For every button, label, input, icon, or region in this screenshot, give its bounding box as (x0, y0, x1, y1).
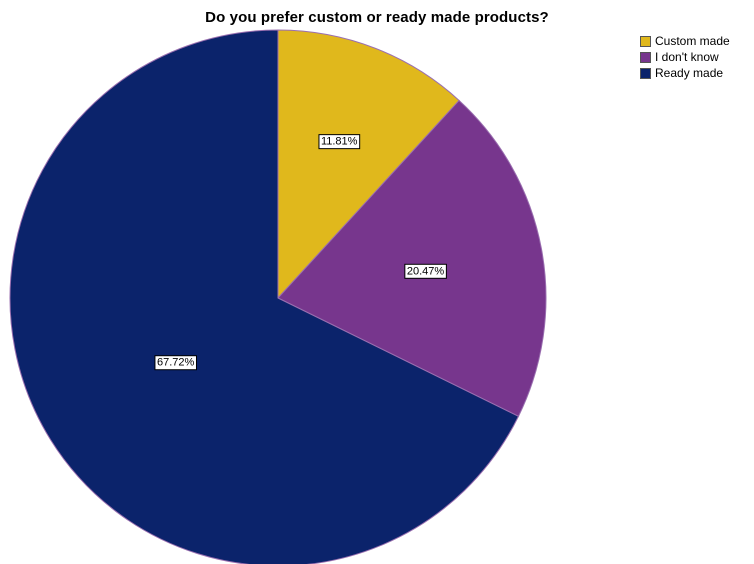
legend-label-i-dont-know: I don't know (655, 50, 719, 64)
legend-label-ready-made: Ready made (655, 66, 724, 80)
legend: Custom made I don't know Ready made (640, 33, 730, 81)
legend-swatch-ready-made (640, 67, 651, 79)
data-label-box-custom-made (318, 134, 361, 150)
pie-slice-i-don-t-know (277, 99, 547, 418)
data-label-ready-made: 67.72% (154, 355, 197, 371)
data-label-custom-made: 11.81% (318, 134, 361, 150)
pie-slice-custom-made (277, 29, 460, 300)
pie-data-labels: 11.81% 20.47% 67.72% (154, 134, 447, 371)
data-label-box-ready-made (154, 355, 197, 371)
data-label-text-custom-made: 11.81% (321, 136, 358, 148)
data-label-text-i-don-t-know: 20.47% (407, 265, 445, 277)
chart-title: Do you prefer custom or ready made produ… (205, 9, 549, 26)
data-label-box-i-don-t-know (404, 263, 447, 279)
pie-slices (9, 29, 547, 564)
legend-item-ready-made: Ready made (640, 65, 730, 81)
legend-swatch-i-dont-know (640, 51, 651, 63)
data-label-i-don-t-know: 20.47% (404, 263, 447, 279)
legend-label-custom-made: Custom made (655, 34, 730, 48)
data-label-text-ready-made: 67.72% (157, 357, 195, 369)
legend-item-custom-made: Custom made (640, 33, 730, 49)
legend-item-i-dont-know: I don't know (640, 49, 730, 65)
pie-slice-ready-made (9, 29, 520, 564)
legend-swatch-custom-made (640, 35, 651, 47)
